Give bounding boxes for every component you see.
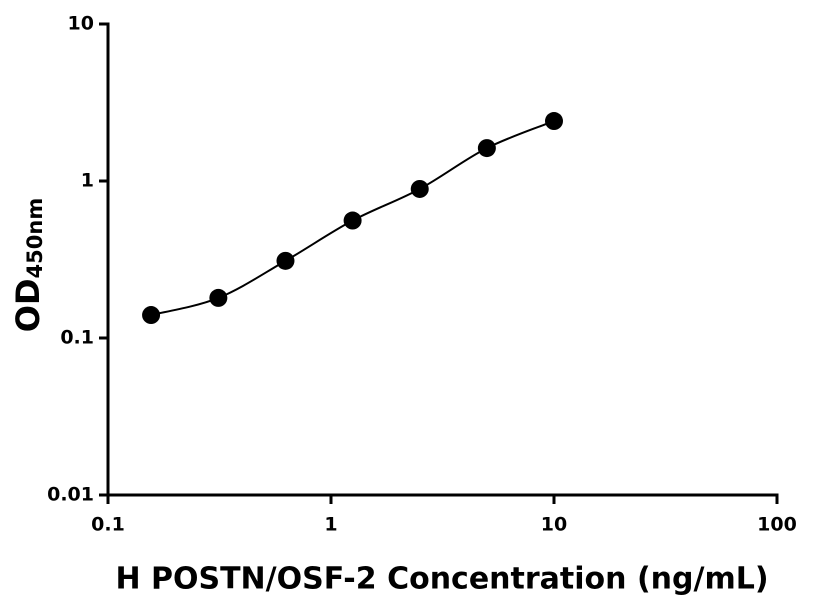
- y-tick-label: 0.01: [47, 484, 94, 506]
- x-tick-label: 0.1: [91, 514, 125, 536]
- y-tick-label: 0.1: [60, 327, 94, 349]
- data-point: [142, 306, 161, 325]
- x-tick-label: 1: [324, 514, 337, 536]
- x-axis-title: H POSTN/OSF-2 Concentration (ng/mL): [115, 562, 768, 597]
- data-point: [410, 179, 429, 198]
- y-tick-label: 1: [81, 170, 94, 192]
- data-point: [343, 211, 362, 230]
- x-tick-label: 10: [541, 514, 567, 536]
- data-point: [545, 112, 563, 131]
- y-axis-title-main: OD: [9, 278, 47, 332]
- data-point: [477, 139, 496, 158]
- y-axis-title-sub: 450nm: [23, 198, 47, 279]
- y-axis-title: OD450nm: [9, 198, 47, 332]
- y-tick-label: 10: [68, 13, 94, 35]
- data-point: [276, 251, 295, 270]
- x-tick-label: 100: [757, 514, 797, 536]
- data-point: [209, 288, 228, 307]
